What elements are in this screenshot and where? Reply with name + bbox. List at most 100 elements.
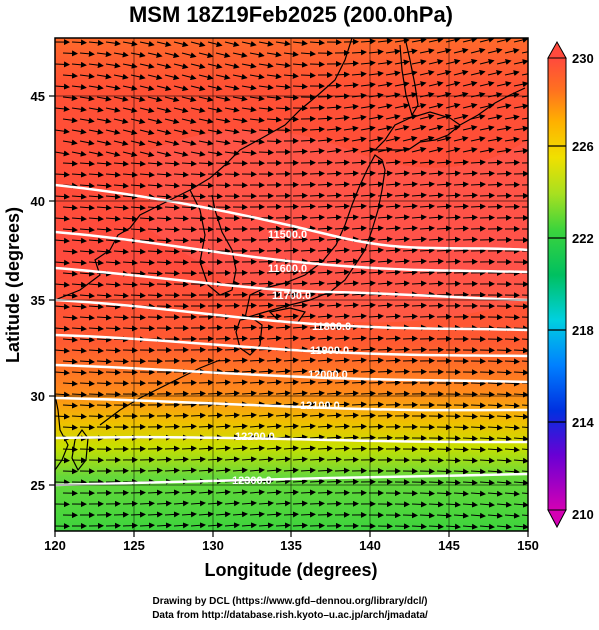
- wind-arrow: [250, 294, 264, 295]
- wind-arrow: [97, 383, 111, 384]
- wind-arrow: [55, 482, 69, 483]
- wind-arrow: [301, 206, 315, 207]
- plot-area: 11500.0 11600.0 11700.0 11800.0 11900.0 …: [55, 38, 536, 531]
- wind-arrow: [157, 262, 171, 263]
- wind-arrow: [208, 196, 222, 197]
- wind-arrow: [369, 382, 383, 383]
- wind-arrow: [259, 283, 273, 284]
- wind-arrow: [497, 372, 511, 373]
- wind-arrow: [293, 86, 307, 87]
- wind-arrow: [446, 438, 460, 439]
- wind-arrow: [63, 53, 77, 54]
- wind-arrow: [369, 427, 383, 428]
- wind-arrow: [250, 316, 264, 317]
- wind-arrow: [310, 195, 324, 196]
- wind-arrow: [242, 305, 256, 306]
- wind-arrow: [242, 284, 256, 285]
- wind-arrow: [301, 75, 315, 76]
- wind-arrow: [488, 383, 502, 384]
- wind-arrow: [174, 240, 188, 241]
- wind-arrow: [131, 295, 145, 296]
- contour-label-12200: 12200.0: [235, 431, 275, 443]
- wind-arrow: [174, 262, 188, 263]
- wind-arrow: [148, 295, 162, 296]
- x-tick-135: 135: [280, 538, 302, 553]
- wind-arrow: [191, 196, 205, 197]
- wind-arrow: [165, 448, 179, 449]
- wind-arrow: [395, 526, 409, 527]
- wind-arrow: [318, 184, 332, 185]
- wind-arrow: [352, 449, 366, 450]
- wind-arrow: [199, 361, 213, 362]
- wind-arrow: [301, 514, 315, 515]
- wind-arrow: [403, 316, 417, 317]
- wind-arrow: [114, 515, 128, 516]
- wind-arrow: [293, 525, 307, 526]
- colorbar-label-210: 210: [572, 507, 594, 522]
- wind-arrow: [471, 427, 485, 428]
- wind-arrow: [361, 393, 375, 394]
- colorbar-label-214: 214: [572, 415, 594, 430]
- wind-arrow: [352, 426, 366, 427]
- wind-arrow: [140, 328, 154, 329]
- contour-label-12100: 12100.0: [300, 400, 340, 412]
- wind-arrow: [123, 504, 137, 505]
- wind-arrow: [72, 42, 86, 43]
- wind-arrow: [267, 251, 281, 252]
- wind-arrow: [429, 283, 443, 284]
- y-tick-45: 45: [31, 89, 45, 104]
- wind-arrow: [446, 460, 460, 461]
- wind-arrow: [505, 339, 519, 340]
- wind-arrow: [216, 163, 230, 164]
- wind-arrow: [335, 162, 349, 163]
- wind-arrow: [97, 361, 111, 362]
- contour-label-11800: 11800.0: [312, 321, 351, 333]
- wind-arrow: [182, 405, 196, 406]
- wind-arrow: [233, 338, 247, 339]
- wind-arrow: [454, 228, 468, 229]
- wind-arrow: [225, 349, 239, 350]
- wind-arrow: [497, 350, 511, 351]
- wind-arrow: [89, 372, 103, 373]
- wind-arrow: [165, 273, 179, 274]
- wind-arrow: [140, 284, 154, 285]
- wind-arrow: [208, 174, 222, 175]
- wind-arrow: [344, 437, 358, 438]
- colorbar: 210 214 218 222 226 230: [548, 42, 594, 527]
- wind-arrow: [412, 504, 426, 505]
- wind-arrow: [165, 470, 179, 471]
- wind-arrow: [463, 416, 477, 417]
- wind-arrow: [310, 173, 324, 174]
- wind-arrow: [157, 459, 171, 460]
- wind-arrow: [497, 173, 511, 174]
- wind-arrow: [182, 251, 196, 252]
- wind-arrow: [106, 350, 120, 351]
- wind-arrow: [454, 250, 468, 251]
- wind-arrow: [131, 317, 145, 318]
- wind-arrow: [403, 361, 417, 362]
- wind-arrow: [225, 174, 239, 175]
- wind-arrow: [454, 449, 468, 450]
- wind-arrow: [140, 503, 154, 504]
- wind-arrow: [318, 162, 332, 163]
- wind-arrow: [522, 317, 536, 318]
- wind-arrow: [123, 525, 137, 526]
- wind-arrow: [318, 470, 332, 471]
- wind-arrow: [446, 261, 460, 262]
- y-tick-40: 40: [31, 194, 45, 209]
- wind-arrow: [395, 349, 409, 350]
- colorbar-label-218: 218: [572, 323, 594, 338]
- x-tick-145: 145: [438, 538, 460, 553]
- wind-arrow: [55, 460, 69, 461]
- colorbar-label-230: 230: [572, 51, 594, 66]
- wind-arrow: [293, 217, 307, 218]
- credit-data: Data from http://database.rish.kyoto–u.a…: [152, 610, 428, 621]
- wind-arrow: [55, 64, 69, 65]
- y-tick-35: 35: [31, 293, 45, 308]
- x-tick-140: 140: [359, 538, 381, 553]
- y-tick-25: 25: [31, 478, 45, 493]
- wind-arrow: [420, 316, 434, 317]
- wind-arrow: [463, 217, 477, 218]
- wind-arrow: [318, 492, 332, 493]
